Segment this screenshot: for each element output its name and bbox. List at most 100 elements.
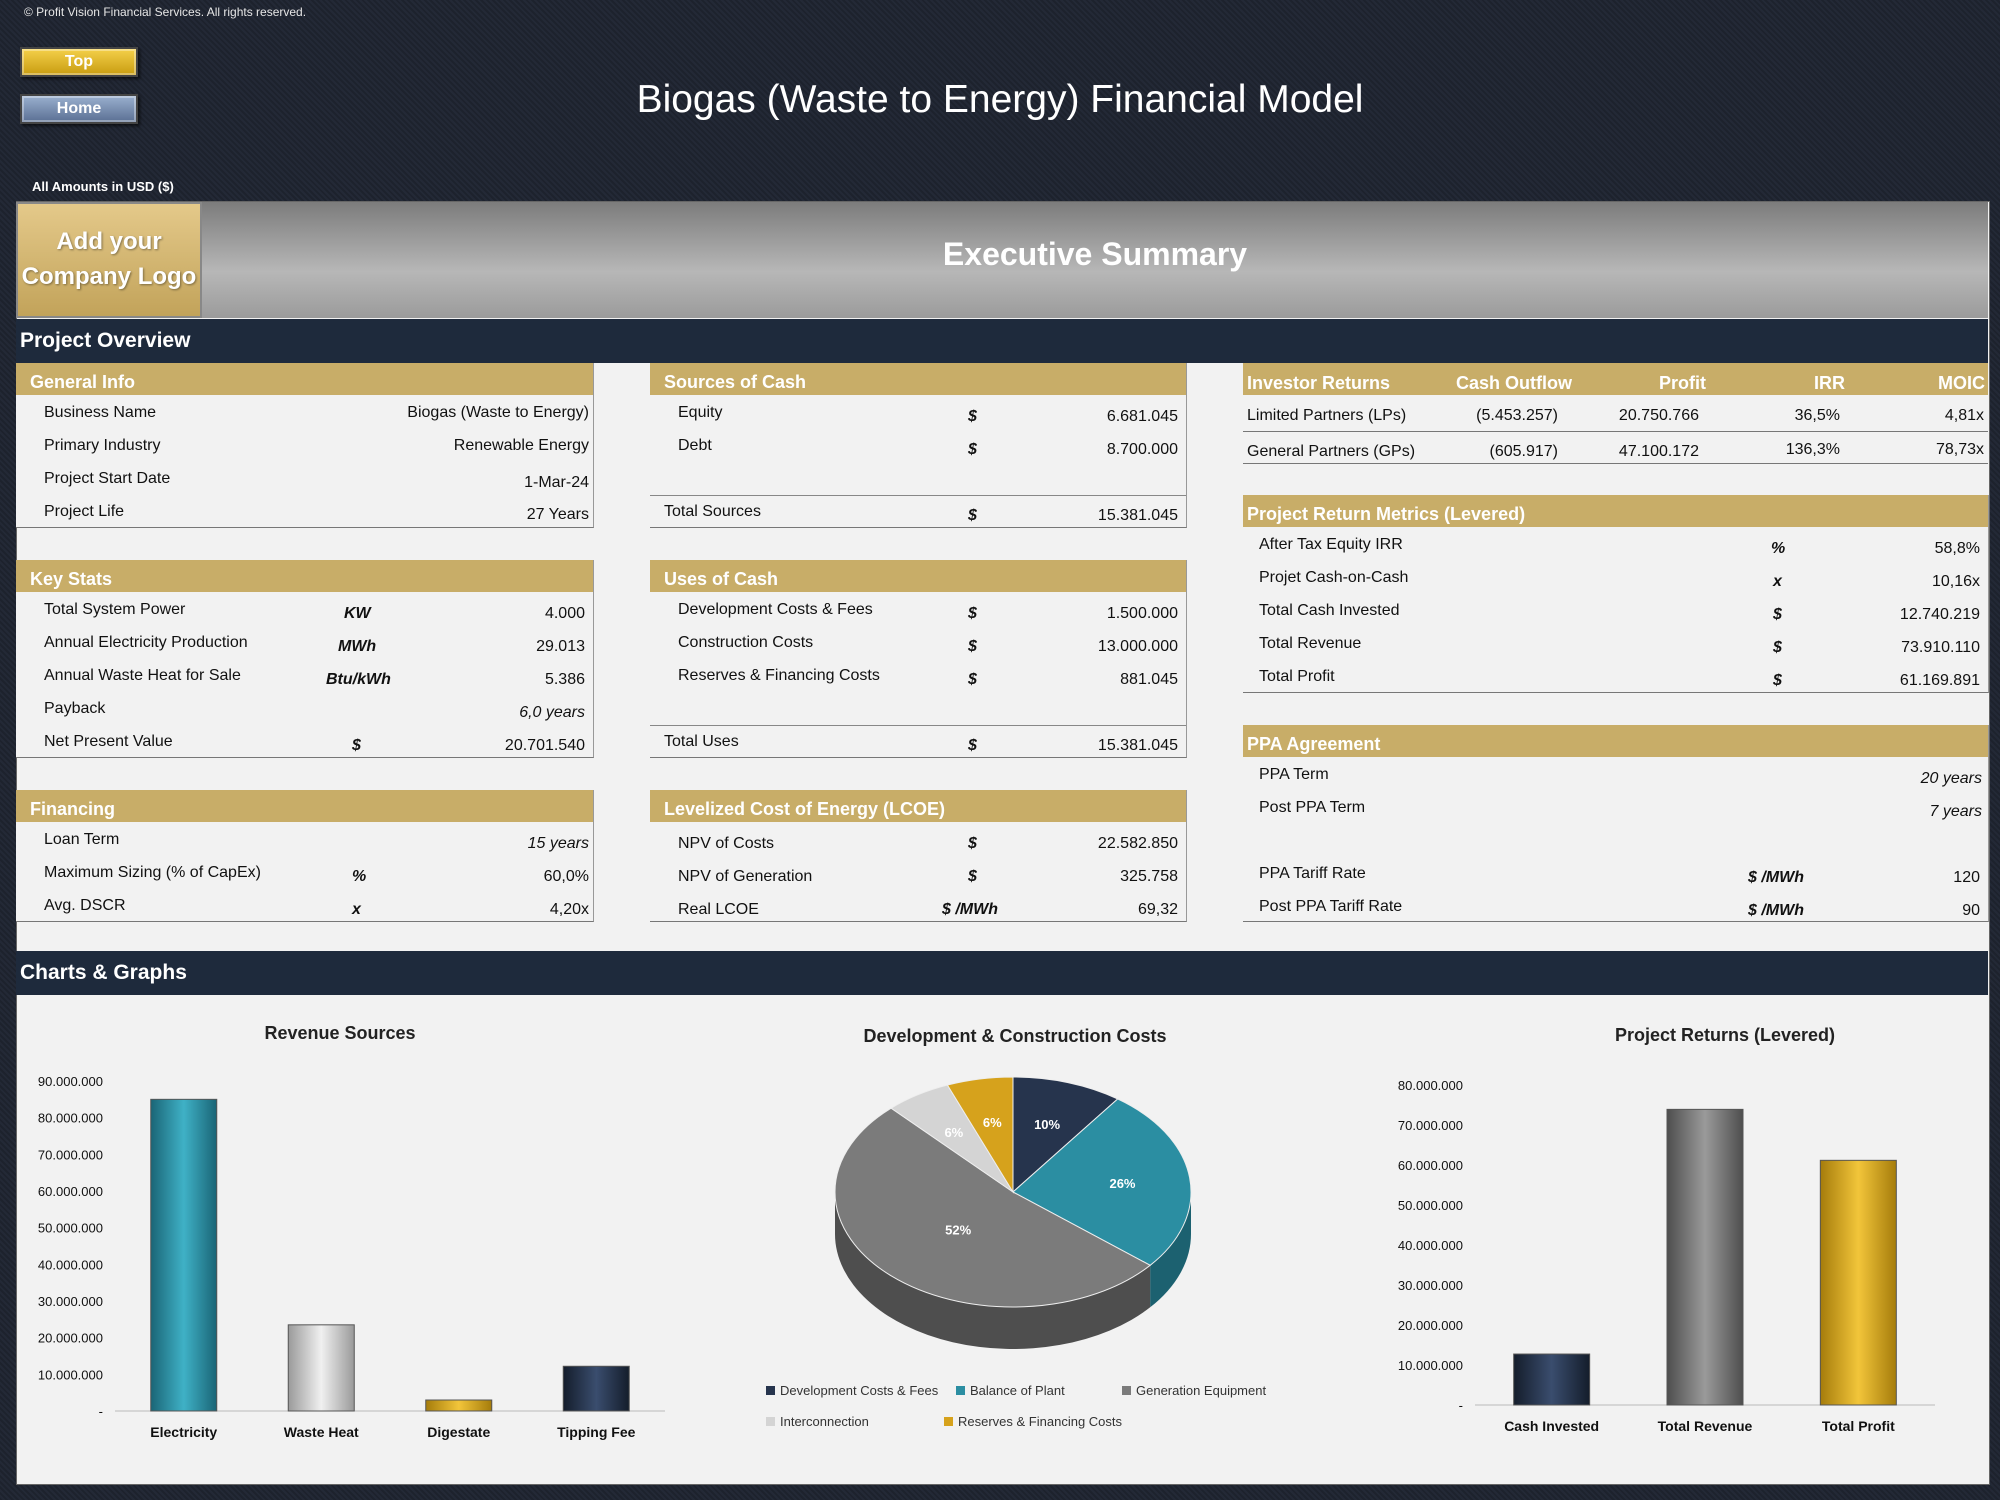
- col-header-moic: MOIC: [1938, 373, 1985, 393]
- y-tick-label: 40.000.000: [38, 1257, 103, 1272]
- row-value: 13.000.000: [1097, 638, 1178, 655]
- row-value: Biogas (Waste to Energy): [407, 404, 589, 421]
- row-label: NPV of Costs: [678, 835, 775, 852]
- total-label: Total Uses: [664, 733, 739, 750]
- row-unit: $: [968, 605, 977, 622]
- row-value: Renewable Energy: [453, 437, 589, 454]
- row-label: PPA Term: [1259, 766, 1329, 783]
- row-label: Annual Electricity Production: [44, 634, 248, 651]
- row-value: 5.386: [544, 671, 585, 688]
- x-tick-label: Waste Heat: [284, 1424, 359, 1440]
- row-unit: x: [352, 901, 361, 918]
- row-unit: %: [352, 868, 367, 885]
- row-value: 20 years: [1920, 770, 1982, 787]
- row-unit: $: [1773, 606, 1782, 623]
- total-value: 15.381.045: [1097, 507, 1178, 524]
- moic: 78,73x: [1935, 441, 1984, 458]
- table-row: General Partners (GPs) (605.917) 47.100.…: [1243, 435, 1988, 464]
- row-value: 1-Mar-24: [524, 474, 589, 491]
- row-unit: $: [968, 408, 977, 425]
- executive-summary-title: Executive Summary: [942, 236, 1248, 272]
- row-unit: $: [968, 441, 977, 458]
- legend-label: Generation Equipment: [1136, 1383, 1266, 1398]
- row-value: 6.681.045: [1106, 408, 1178, 425]
- row-value: 22.582.850: [1097, 835, 1178, 852]
- pie-slice-side: [835, 1192, 1151, 1349]
- row-label: Debt: [678, 437, 712, 454]
- row-label: Annual Waste Heat for Sale: [44, 667, 241, 684]
- row-value: 60,0%: [543, 868, 589, 885]
- row-label: Post PPA Tariff Rate: [1259, 898, 1403, 915]
- ppa-header: PPA Agreement: [1243, 725, 1988, 757]
- row-label: Construction Costs: [678, 634, 814, 651]
- project-returns-chart: - 10.000.000 20.000.000 30.000.000 40.000.00…: [1398, 1078, 1935, 1434]
- row-unit: $: [968, 507, 977, 524]
- profit: 20.750.766: [1618, 407, 1699, 424]
- key-stats-panel: Key Stats Total System Power KW 4.000 Annu…: [16, 560, 594, 758]
- row-label: Primary Industry: [44, 437, 161, 454]
- row-value: 6,0 years: [519, 704, 585, 721]
- y-tick-label: 20.000.000: [1398, 1318, 1463, 1333]
- x-tick-label: Cash Invested: [1504, 1418, 1599, 1434]
- row-label: PPA Tariff Rate: [1259, 865, 1366, 882]
- general-info-row: Business Name Biogas (Waste to Energy): [16, 400, 593, 428]
- general-info-row: Project Start Date 1-Mar-24: [16, 466, 593, 494]
- y-tick-label: 60.000.000: [38, 1184, 103, 1199]
- general-info-panel: General Info Business Name Biogas (Waste …: [16, 363, 594, 528]
- total-label: Total Sources: [664, 503, 761, 520]
- row-label: Total Cash Invested: [1259, 602, 1400, 619]
- row-unit: %: [1771, 540, 1786, 557]
- y-tick-label: 70.000.000: [38, 1147, 103, 1162]
- investor-label: General Partners (GPs): [1247, 443, 1416, 460]
- x-tick-label: Digestate: [427, 1424, 490, 1440]
- row-label: Total Profit: [1259, 668, 1335, 685]
- home-button[interactable]: Home: [20, 94, 138, 124]
- row-unit: $ /MWh: [1748, 902, 1804, 919]
- row-label: Development Costs & Fees: [678, 601, 873, 618]
- row-label: Total System Power: [44, 601, 186, 618]
- row-unit: $: [352, 737, 361, 754]
- row-label: Project Start Date: [44, 470, 171, 487]
- company-logo-placeholder[interactable]: Add your Company Logo: [16, 202, 202, 318]
- project-returns-title: Project Returns (Levered): [1614, 1025, 1836, 1045]
- x-tick-label: Tipping Fee: [557, 1424, 636, 1440]
- row-value: 12.740.219: [1899, 606, 1980, 623]
- row-value: 69,32: [1137, 901, 1178, 918]
- row-unit: $: [1773, 672, 1782, 689]
- row-unit: $ /MWh: [1748, 869, 1804, 886]
- total-value: 15.381.045: [1097, 737, 1178, 754]
- top-button[interactable]: Top: [20, 47, 138, 77]
- row-label: Reserves & Financing Costs: [678, 667, 880, 684]
- uses-of-cash-panel: Uses of Cash Development Costs & Fees $1.…: [650, 560, 1187, 758]
- profit: 47.100.172: [1618, 443, 1699, 460]
- row-unit: $: [968, 835, 977, 852]
- moic: 4,81x: [1944, 407, 1984, 424]
- row-label: Projet Cash-on-Cash: [1259, 569, 1409, 586]
- logo-text-line1: Add your: [56, 228, 162, 256]
- x-tick-label: Total Profit: [1822, 1418, 1895, 1434]
- table-row: Limited Partners (LPs) (5.453.257) 20.75…: [1243, 403, 1988, 432]
- legend-swatch: [956, 1386, 965, 1395]
- row-label: Equity: [678, 404, 723, 421]
- y-tick-label: 80.000.000: [38, 1111, 103, 1126]
- general-info-row: Project Life 27 Years: [16, 499, 593, 527]
- dev-construction-costs-title: Development & Construction Costs: [863, 1026, 1167, 1046]
- pie-data-label: 10%: [1034, 1117, 1060, 1132]
- revenue-sources-title: Revenue Sources: [264, 1023, 416, 1043]
- cash-outflow: (605.917): [1489, 443, 1559, 460]
- row-value: 15 years: [527, 835, 589, 852]
- total-divider: [650, 725, 1186, 726]
- row-unit: MWh: [338, 638, 377, 655]
- row-value: 58,8%: [1934, 540, 1980, 557]
- row-value: 881.045: [1120, 671, 1178, 688]
- row-value: 90: [1962, 902, 1980, 919]
- row-value: 20.701.540: [504, 737, 585, 754]
- row-label: Total Revenue: [1259, 635, 1362, 652]
- y-tick-label: 50.000.000: [1398, 1198, 1463, 1213]
- row-label: After Tax Equity IRR: [1259, 536, 1403, 553]
- sources-header: Sources of Cash: [650, 363, 1186, 395]
- legend-label: Balance of Plant: [970, 1383, 1065, 1398]
- sources-of-cash-panel: Sources of Cash Equity $6.681.045 Debt $8.…: [650, 363, 1187, 528]
- row-value: 29.013: [536, 638, 585, 655]
- y-tick-label: 40.000.000: [1398, 1238, 1463, 1253]
